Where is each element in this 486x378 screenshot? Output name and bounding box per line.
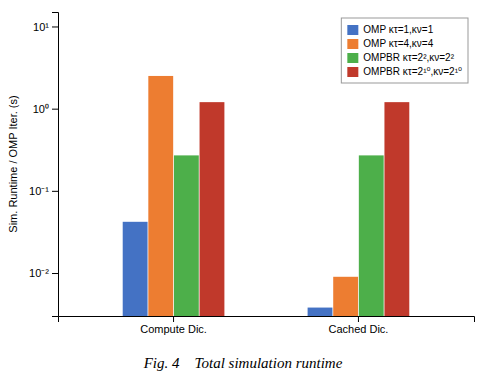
x-axis-line <box>59 317 475 323</box>
legend-swatch <box>347 25 358 35</box>
bar <box>359 155 384 316</box>
y-tick-mark <box>52 191 58 192</box>
legend-swatch <box>347 53 358 63</box>
y-tick: 10⁻² <box>29 267 58 279</box>
legend-item: OMP κτ=1,κν=1 <box>347 24 433 35</box>
legend-item: OMPBR κτ=2²,κν=2² <box>347 52 454 63</box>
plot: 10⁻² 10⁻¹ 10⁰ 10¹ Compute Dic. Cached Dic. OMP… <box>29 13 474 335</box>
legend-label: OMP κτ=4,κν=4 <box>363 38 433 49</box>
chart: 10⁻² 10⁻¹ 10⁰ 10¹ Compute Dic. Cached Dic. OMP… <box>0 0 486 378</box>
legend-label: OMP κτ=1,κν=1 <box>363 24 433 35</box>
y-tick-label: 10⁻² <box>29 267 49 279</box>
x-tick: Cached Dic. <box>328 316 388 335</box>
y-axis: 10⁻² 10⁻¹ 10⁰ 10¹ <box>29 13 58 317</box>
x-tick-label: Compute Dic. <box>140 323 207 335</box>
bar <box>200 102 225 316</box>
y-axis-title: Sim. Runtime / OMP Iter. (s) <box>7 95 19 232</box>
legend-swatch <box>347 39 358 49</box>
y-axis-line <box>52 13 59 317</box>
bar <box>123 222 148 316</box>
y-tick-mark <box>52 26 58 27</box>
y-tick: 10¹ <box>33 20 58 32</box>
bar <box>174 155 199 316</box>
title: Fig. 4 Total simulation runtime <box>143 355 343 371</box>
bar-series <box>200 102 410 316</box>
y-tick-label: 10⁻¹ <box>29 185 49 197</box>
bars <box>123 76 410 316</box>
y-tick-label: 10¹ <box>33 20 49 32</box>
y-tick-label: 10⁰ <box>33 103 49 115</box>
bar <box>384 102 409 316</box>
y-tick-mark <box>52 273 58 274</box>
y-tick: 10⁻¹ <box>29 185 58 197</box>
x-axis: Compute Dic. Cached Dic. <box>59 316 475 335</box>
bar <box>308 308 333 316</box>
bar <box>148 76 173 316</box>
bar-series <box>148 76 358 316</box>
x-tick-label: Cached Dic. <box>328 323 388 335</box>
legend-item: OMP κτ=4,κν=4 <box>347 38 433 49</box>
bar <box>333 277 358 316</box>
legend-label: OMPBR κτ=2¹⁰,κν=2¹⁰ <box>363 66 462 77</box>
legend-swatch <box>347 67 358 77</box>
legend-item: OMPBR κτ=2¹⁰,κν=2¹⁰ <box>347 66 462 77</box>
x-tick-mark <box>358 316 359 322</box>
legend: OMP κτ=1,κν=1 OMP κτ=4,κν=4 OMPBR κτ=2²,κν… <box>341 18 468 83</box>
legend-label: OMPBR κτ=2²,κν=2² <box>363 52 454 63</box>
y-tick: 10⁰ <box>33 103 58 115</box>
legend-box <box>341 18 468 83</box>
x-tick: Compute Dic. <box>140 316 207 335</box>
x-tick-mark <box>173 316 174 322</box>
y-tick-mark <box>52 109 58 110</box>
